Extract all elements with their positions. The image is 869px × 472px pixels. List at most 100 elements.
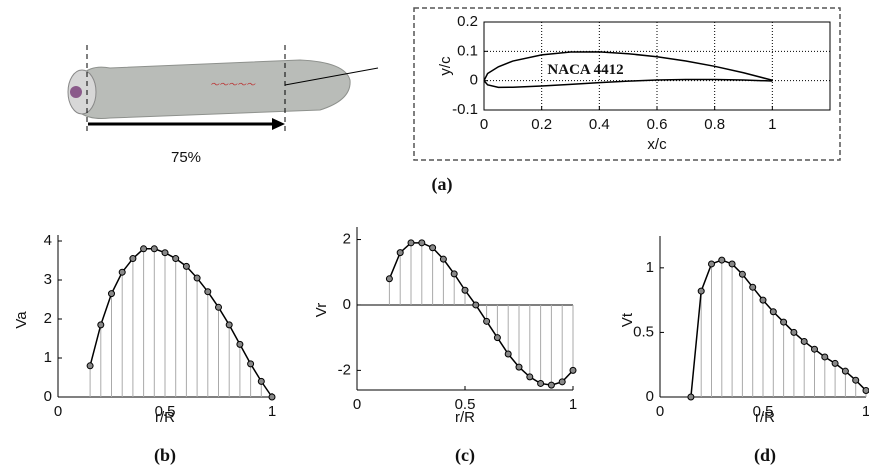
point bbox=[841, 367, 849, 375]
point bbox=[396, 249, 404, 257]
y-tick-label: 2 bbox=[44, 310, 52, 327]
point bbox=[86, 362, 94, 370]
caption: (a) bbox=[432, 174, 453, 195]
y-tick-label: 0.1 bbox=[457, 42, 478, 59]
x-tick-label: 0.6 bbox=[647, 116, 668, 133]
point bbox=[547, 381, 555, 389]
point bbox=[172, 255, 180, 263]
point bbox=[161, 249, 169, 257]
x-tick-label: 0 bbox=[353, 396, 361, 413]
y-tick-label: 0 bbox=[646, 388, 654, 405]
point bbox=[821, 353, 829, 361]
point bbox=[204, 288, 212, 296]
y-tick-label: 3 bbox=[44, 271, 52, 288]
point bbox=[493, 334, 501, 342]
point bbox=[257, 377, 265, 385]
x-tick-label: 1 bbox=[268, 403, 276, 420]
point bbox=[718, 256, 726, 264]
point bbox=[687, 393, 695, 401]
x-axis-label: x/c bbox=[647, 136, 667, 153]
point bbox=[268, 393, 276, 401]
point bbox=[558, 378, 566, 386]
y-axis-label: Vt bbox=[619, 312, 636, 327]
point bbox=[150, 245, 158, 253]
point bbox=[504, 350, 512, 358]
x-tick-label: 0.4 bbox=[589, 116, 610, 133]
point bbox=[708, 260, 715, 268]
y-tick-label: 1 bbox=[44, 349, 52, 366]
point bbox=[569, 366, 577, 374]
y-axis-label: Vr bbox=[313, 303, 330, 317]
point bbox=[118, 268, 126, 276]
data-line bbox=[690, 259, 867, 398]
point bbox=[215, 303, 222, 311]
point bbox=[247, 360, 255, 368]
point bbox=[483, 317, 491, 325]
y-tick-label: 0 bbox=[343, 296, 351, 313]
data-line bbox=[89, 248, 273, 398]
annotation: NACA 4412 bbox=[547, 62, 623, 78]
point bbox=[407, 239, 415, 247]
propeller-photo: ～～～～～ 75% bbox=[67, 45, 379, 166]
x-tick-label: 0 bbox=[54, 403, 62, 420]
y-tick-label: 0 bbox=[470, 72, 478, 89]
x-tick-label: 1 bbox=[569, 396, 577, 413]
x-tick-label: 1 bbox=[862, 403, 869, 420]
y-tick-label: 1 bbox=[646, 259, 654, 276]
x-tick-label: 0.5 bbox=[753, 403, 774, 420]
caption: (d) bbox=[754, 445, 776, 466]
photo-label: 75% bbox=[171, 149, 201, 166]
x-tick-label: 0.2 bbox=[531, 116, 552, 133]
point bbox=[129, 255, 137, 263]
x-axis-label: r/R bbox=[755, 409, 775, 426]
caption: (c) bbox=[455, 445, 475, 466]
point bbox=[769, 308, 777, 316]
point bbox=[108, 290, 115, 298]
blade-print: ～～～～～ bbox=[210, 79, 256, 89]
x-tick-label: 0.8 bbox=[704, 116, 725, 133]
point bbox=[738, 270, 746, 278]
point bbox=[385, 275, 393, 283]
data-line bbox=[388, 242, 574, 386]
y-tick-label: 4 bbox=[44, 232, 52, 249]
point bbox=[811, 345, 818, 353]
y-tick-label: 0.5 bbox=[633, 323, 654, 340]
x-axis-label: r/R bbox=[155, 409, 175, 426]
point bbox=[461, 286, 469, 294]
point bbox=[800, 337, 808, 345]
point bbox=[140, 245, 148, 253]
airfoil-line bbox=[483, 78, 773, 89]
y-tick-label: -0.1 bbox=[452, 101, 478, 118]
point bbox=[429, 244, 437, 252]
x-axis-label: r/R bbox=[455, 409, 475, 426]
point bbox=[515, 363, 523, 371]
point bbox=[852, 376, 860, 384]
y-tick-label: 2 bbox=[343, 231, 351, 248]
x-tick-label: 1 bbox=[768, 116, 776, 133]
point bbox=[537, 379, 545, 387]
x-tick-label: 0.5 bbox=[155, 403, 176, 420]
point bbox=[790, 328, 798, 336]
point bbox=[418, 239, 426, 247]
point bbox=[182, 262, 190, 270]
x-tick-label: 0.5 bbox=[455, 396, 476, 413]
point bbox=[526, 373, 534, 381]
point bbox=[749, 283, 757, 291]
point bbox=[225, 321, 233, 329]
x-tick-label: 0 bbox=[480, 116, 488, 133]
point bbox=[831, 359, 839, 367]
point bbox=[472, 301, 480, 309]
point bbox=[97, 321, 105, 329]
point bbox=[450, 270, 458, 278]
point bbox=[759, 296, 767, 304]
x-tick-label: 0 bbox=[656, 403, 664, 420]
plot-frame bbox=[483, 21, 831, 111]
y-tick-label: 0 bbox=[44, 388, 52, 405]
airfoil-line bbox=[483, 51, 773, 82]
y-axis-label: Va bbox=[13, 311, 30, 329]
y-tick-label: -2 bbox=[338, 361, 351, 378]
point bbox=[862, 387, 869, 395]
y-tick-label: 0.2 bbox=[457, 13, 478, 30]
inset-frame bbox=[413, 7, 841, 161]
